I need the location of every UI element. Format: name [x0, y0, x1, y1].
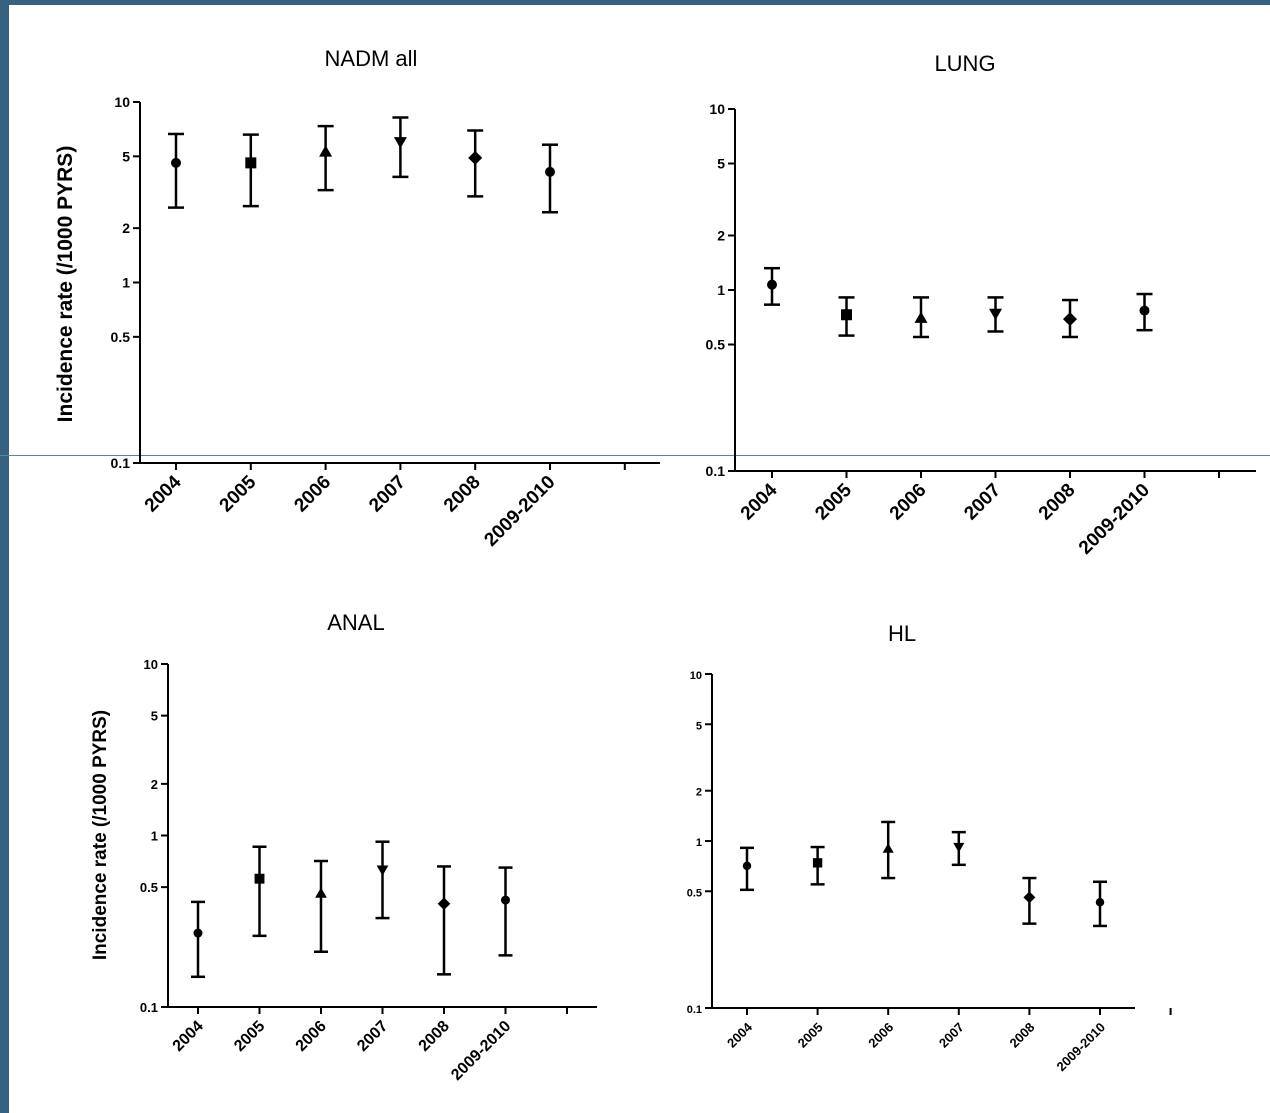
x-tick-label: 2007	[936, 1020, 967, 1051]
y-tick-label: 2	[122, 220, 130, 236]
x-tick-label: 2008	[1035, 480, 1080, 525]
y-tick-label: 0.5	[111, 329, 131, 345]
frame-left-border	[0, 0, 9, 1113]
x-tick-label: 2004	[724, 1019, 756, 1051]
x-tick-label: 2008	[1006, 1020, 1037, 1051]
y-tick-label: 0.5	[140, 880, 158, 895]
data-point	[171, 157, 181, 168]
data-point	[468, 150, 483, 165]
data-point	[245, 157, 257, 169]
y-tick-label: 5	[717, 155, 725, 171]
y-tick-label: 1	[717, 282, 725, 298]
data-point	[1023, 891, 1036, 904]
chart-panel-hl: HL 0.1 0.5 1 2 5 10 2004 2005 2006 2007 2008 2009-2…	[687, 621, 1172, 1075]
y-tick-label: 10	[144, 657, 158, 672]
data-point	[437, 897, 451, 911]
y-tick-label: 5	[696, 720, 702, 732]
data-point	[841, 309, 852, 321]
y-tick-label: 0.5	[706, 336, 726, 352]
y-axis-label: Incidence rate (/1000 PYRS)	[90, 710, 111, 960]
data-point	[1139, 305, 1150, 316]
data-point	[742, 861, 752, 871]
frame-separator-line	[0, 455, 1270, 456]
y-tick-label: 5	[151, 709, 158, 724]
y-tick-label: 5	[122, 148, 130, 164]
y-tick-label: 2	[717, 228, 725, 244]
chart-title: NADM all	[325, 46, 418, 71]
x-tick-label: 2008	[440, 472, 485, 517]
chart-title: ANAL	[327, 610, 384, 635]
y-tick-label: 10	[690, 670, 702, 682]
chart-panel-anal: ANAL Incidence rate (/1000 PYRS) 0.1 0.5 1…	[90, 610, 597, 1084]
x-tick-label: 2005	[231, 1018, 268, 1055]
y-tick-label: 2	[696, 787, 702, 799]
chart-title: LUNG	[934, 51, 995, 76]
y-tick-label: 1	[122, 275, 130, 291]
data-point	[393, 137, 407, 149]
y-tick-label: 0.1	[140, 1000, 158, 1015]
data-point	[989, 308, 1002, 321]
x-tick-label: 2007	[960, 480, 1005, 525]
chart-panel-lung: LUNG 0.1 0.5 1 2 5 10 2004 2005 2006 2007 20082009…	[706, 51, 1256, 559]
data-point	[319, 145, 333, 157]
y-tick-label: 10	[114, 94, 130, 110]
x-tick-label: 2005	[795, 1020, 826, 1051]
data-point	[1063, 312, 1077, 327]
y-tick-label: 0.5	[687, 887, 702, 899]
y-tick-label: 0.1	[706, 463, 726, 479]
x-tick-label: 2007	[365, 472, 410, 517]
x-tick-label: 2007	[354, 1018, 391, 1055]
y-tick-label: 2	[151, 777, 158, 792]
x-tick-label: 2005	[216, 471, 261, 516]
x-tick-label: 2009-2010	[448, 1018, 514, 1084]
frame-top-border	[0, 0, 1270, 5]
data-point	[501, 895, 510, 905]
data-point	[315, 887, 327, 898]
y-tick-label: 0.1	[687, 1004, 702, 1016]
x-tick-label: 2005	[811, 479, 856, 524]
x-tick-label: 2006	[293, 1018, 330, 1055]
data-point	[812, 858, 823, 868]
data-point	[953, 842, 965, 853]
x-tick-label: 2009-2010	[1075, 480, 1154, 559]
data-point	[1095, 897, 1105, 907]
data-point	[882, 843, 894, 853]
x-tick-label: 2006	[865, 1020, 896, 1051]
y-tick-label: 1	[151, 829, 158, 844]
data-point	[376, 865, 389, 876]
data-point	[767, 279, 777, 290]
data-point	[254, 873, 265, 884]
x-tick-label: 2006	[290, 472, 335, 517]
x-tick-label: 2008	[416, 1018, 453, 1055]
y-tick-label: 0.1	[111, 455, 131, 471]
x-tick-label: 2009-2010	[1054, 1020, 1109, 1075]
y-tick-label: 10	[709, 101, 725, 117]
x-tick-label: 2004	[170, 1018, 207, 1055]
y-tick-label: 1	[696, 837, 702, 849]
x-tick-label: 2004	[737, 479, 782, 524]
data-point	[914, 311, 928, 323]
x-tick-label: 2006	[886, 480, 931, 525]
chart-title: HL	[888, 621, 916, 646]
chart-panel-nadm-all: NADM all Incidence rate (/1000 PYRS) 0.1…	[54, 46, 660, 551]
y-axis-label: Incidence rate (/1000 PYRS)	[54, 146, 77, 423]
data-point	[545, 166, 555, 177]
data-point	[193, 928, 203, 938]
x-tick-label: 2009-2010	[480, 472, 559, 551]
x-tick-label: 2004	[141, 471, 186, 516]
